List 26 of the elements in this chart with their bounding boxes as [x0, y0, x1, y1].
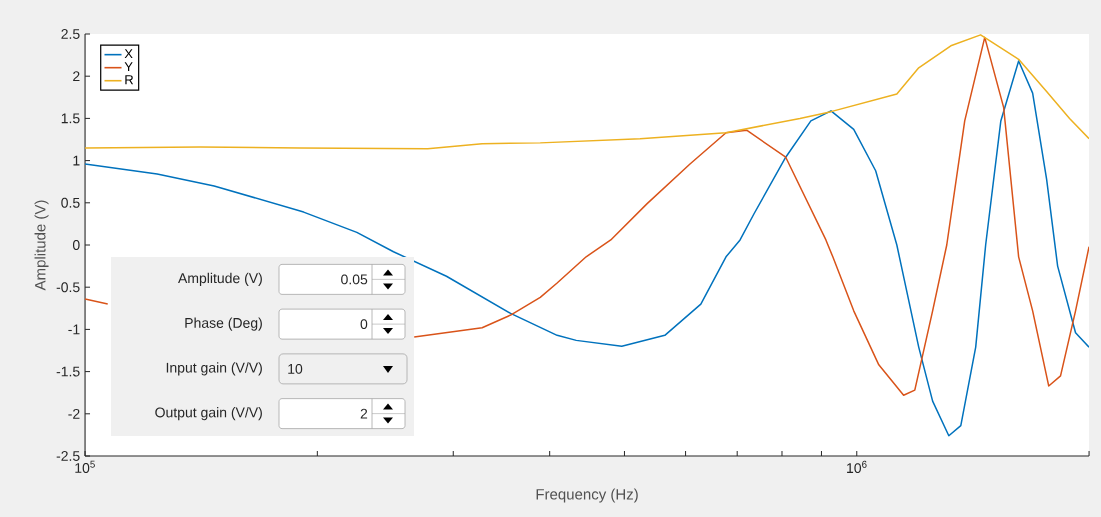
annotation: 2 [360, 408, 368, 419]
annotation: 0.05 [341, 274, 368, 285]
y-tick-label: -2.5 [56, 451, 80, 461]
annotation: 0 [360, 319, 368, 330]
annotation: Phase (Deg) [185, 317, 262, 331]
y-tick-label: 0 [72, 240, 80, 250]
annotation: Output gain (V/V) [155, 407, 262, 421]
legend-label: Y [124, 62, 133, 72]
annotation: 10 [288, 363, 303, 374]
annotation: Amplitude (V) [178, 272, 262, 286]
y-tick-label: 2.5 [61, 29, 80, 39]
y-tick-label: 0.5 [61, 197, 80, 208]
x-tick-label: 10$^{5}$ [75, 460, 95, 473]
y-tick-label: -1.5 [56, 366, 80, 377]
x-axis-title: Frequency (Hz) [536, 488, 638, 503]
y-axis-title: Amplitude (V) [34, 200, 49, 291]
y-tick-label: -2 [68, 408, 80, 419]
legend-label: R [125, 75, 134, 85]
y-tick-label: 1.5 [61, 113, 80, 124]
x-tick-label: 10$^{6}$ [847, 460, 867, 474]
legend-label: X [124, 49, 133, 59]
y-tick-label: 1 [73, 155, 80, 166]
y-tick-label: -0.5 [56, 282, 80, 293]
annotation: Input gain (V/V) [166, 362, 262, 376]
y-tick-label: 2 [73, 71, 80, 82]
y-tick-label: -1 [68, 324, 80, 335]
